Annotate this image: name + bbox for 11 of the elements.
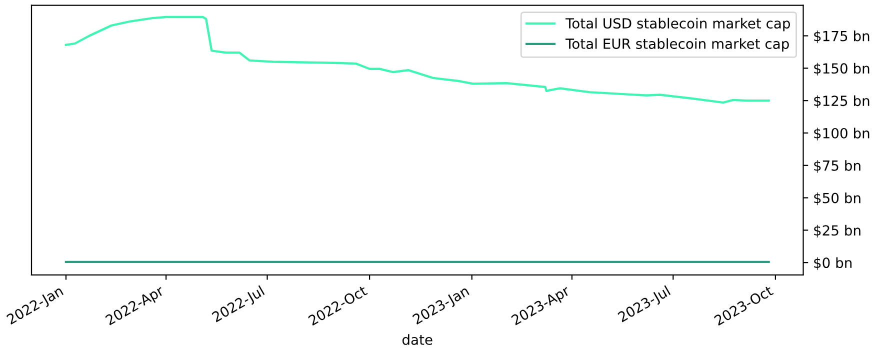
x-axis-title: date — [402, 334, 432, 345]
y-tick-label: $150 bn — [814, 62, 870, 76]
y-tick-label: $75 bn — [814, 160, 860, 173]
y-tick-label: $25 bn — [814, 224, 860, 238]
legend-label: Total EUR stablecoin market cap — [565, 38, 789, 52]
y-tick-label: $125 bn — [814, 95, 870, 108]
y-tick-label: $0 bn — [814, 257, 852, 270]
y-tick-label: $100 bn — [814, 128, 870, 140]
y-tick-label: $175 bn — [814, 30, 870, 44]
legend-label: Total USD stablecoin market cap — [565, 18, 790, 32]
y-tick-label: $50 bn — [814, 192, 860, 206]
